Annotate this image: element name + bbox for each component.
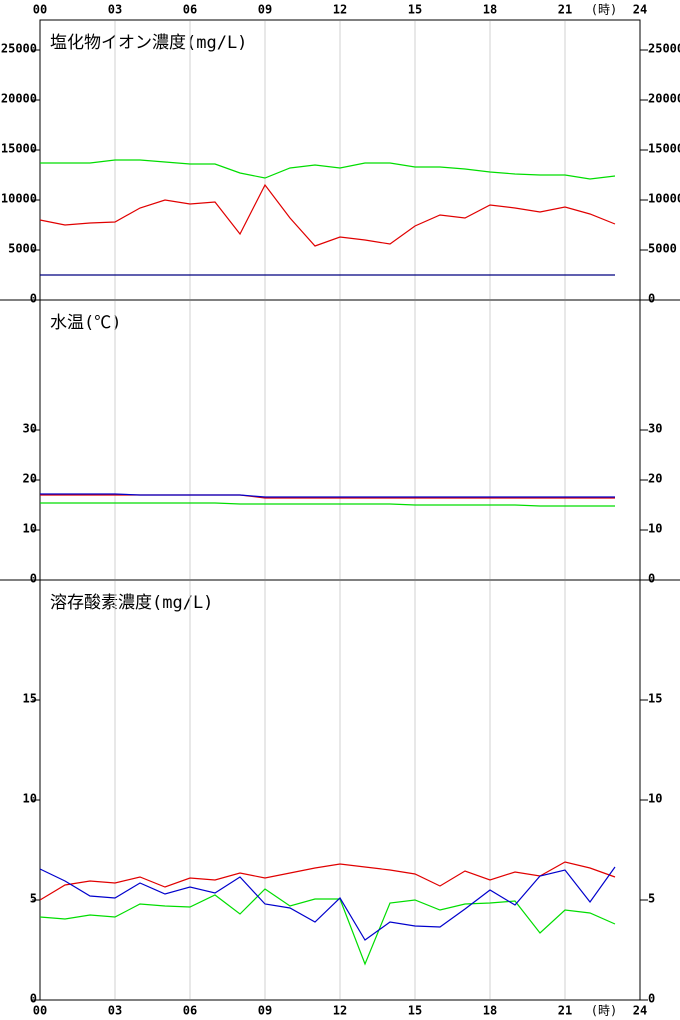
- x-tick-label: 24: [633, 3, 647, 17]
- y-tick-label: 10: [23, 522, 37, 536]
- x-tick-label: 21: [558, 3, 572, 17]
- y-tick-label: 10: [23, 792, 37, 806]
- plot-frame: [39, 19, 641, 1001]
- data-line: [39, 861, 616, 901]
- y-tick-label: 0: [30, 572, 37, 586]
- y-tick-label: 0: [648, 572, 655, 586]
- y-tick-label: 25000: [1, 42, 37, 56]
- x-tick-label: 00: [33, 1004, 47, 1018]
- data-line: [39, 183, 616, 247]
- y-tick-label: 20: [648, 472, 662, 486]
- y-tick-label: 30: [23, 422, 37, 436]
- x-tick-label: 09: [258, 1004, 272, 1018]
- y-tick-label: 20000: [648, 92, 680, 106]
- y-tick-label: 0: [30, 992, 37, 1006]
- x-tick-label: 06: [183, 3, 197, 17]
- y-tick-label: 20: [23, 472, 37, 486]
- y-tick-label: 10: [648, 522, 662, 536]
- y-tick-label: 0: [30, 292, 37, 306]
- x-axis-label: (時): [591, 1004, 617, 1018]
- x-tick-label: 09: [258, 3, 272, 17]
- y-tick-label: 10000: [648, 192, 680, 206]
- y-tick-label: 10: [648, 792, 662, 806]
- y-tick-label: 20000: [1, 92, 37, 106]
- panel-title: 塩化物イオン濃度(mg/L): [50, 33, 247, 53]
- data-line: [40, 159, 616, 180]
- y-tick-label: 5000: [8, 242, 37, 256]
- y-tick-label: 0: [648, 292, 655, 306]
- x-tick-label: 18: [483, 3, 497, 17]
- y-tick-label: 15: [23, 692, 37, 706]
- y-tick-label: 5: [648, 892, 655, 906]
- x-tick-label: 21: [558, 1004, 572, 1018]
- panel-title: 溶存酸素濃度(mg/L): [50, 593, 213, 613]
- y-tick-label: 5: [30, 892, 37, 906]
- data-line: [39, 866, 616, 941]
- y-tick-label: 30: [648, 422, 662, 436]
- y-tick-label: 0: [648, 992, 655, 1006]
- y-tick-label: 10000: [1, 192, 37, 206]
- x-tick-label: 03: [108, 1004, 122, 1018]
- panel-title: 水温(℃): [50, 313, 121, 333]
- y-tick-label: 15000: [648, 142, 680, 156]
- data-line: [40, 502, 615, 507]
- data-line: [40, 493, 615, 498]
- x-axis-label: (時): [591, 3, 617, 17]
- x-tick-label: 12: [333, 1004, 347, 1018]
- y-tick-label: 15000: [1, 142, 37, 156]
- x-tick-label: 15: [408, 1004, 422, 1018]
- x-tick-label: 24: [633, 1004, 647, 1018]
- x-tick-label: 12: [333, 3, 347, 17]
- x-tick-label: 06: [183, 1004, 197, 1018]
- x-tick-label: 03: [108, 3, 122, 17]
- y-tick-label: 5000: [648, 242, 677, 256]
- data-line: [39, 888, 616, 966]
- x-tick-label: 15: [408, 3, 422, 17]
- x-tick-label: 18: [483, 1004, 497, 1018]
- y-tick-label: 15: [648, 692, 662, 706]
- x-tick-label: 00: [33, 3, 47, 17]
- y-tick-label: 25000: [648, 42, 680, 56]
